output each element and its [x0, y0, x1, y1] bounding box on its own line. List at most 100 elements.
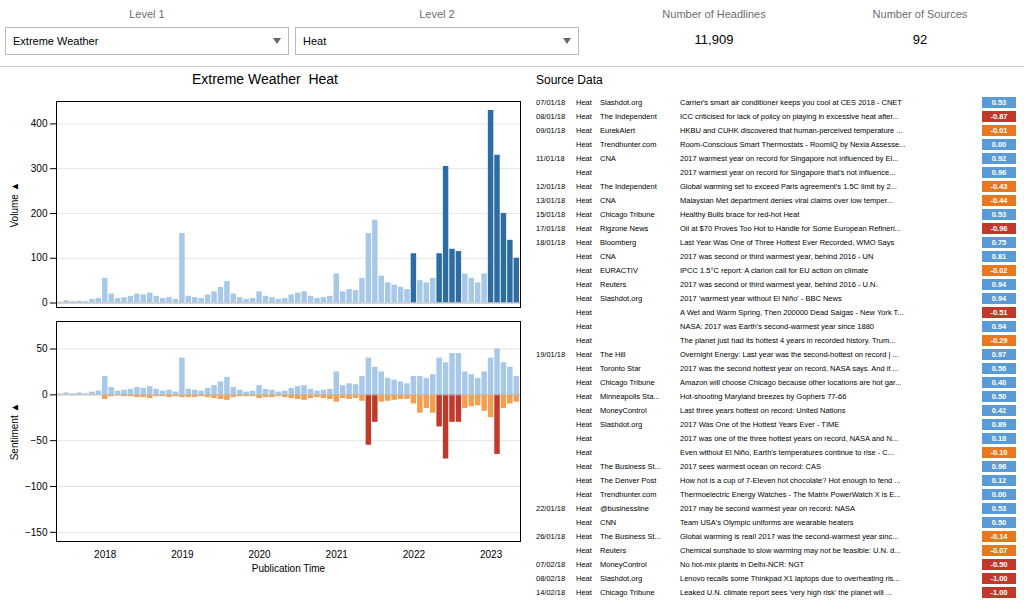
html-text:Number of Sources: Number of Sources: [872, 8, 968, 20]
svg-text:−100: −100: [25, 481, 48, 492]
svg-text:400: 400: [31, 118, 48, 129]
html-text:The Independent: The Independent: [600, 111, 657, 121]
html-text:HKBU and CUHK discovered that: HKBU and CUHK discovered that human-perc…: [680, 125, 903, 135]
html-text:0.75: 0.75: [991, 237, 1007, 247]
html-text:-0.43: -0.43: [990, 181, 1008, 191]
html-text:Malaysian Met department denie: Malaysian Met department denies viral cl…: [680, 195, 893, 205]
html-text:Heat: Heat: [576, 181, 592, 191]
html-text:13/01/18: 13/01/18: [536, 195, 566, 205]
svg-text:2021: 2021: [326, 549, 349, 560]
html-text:Heat: Heat: [576, 265, 592, 275]
svg-text:50: 50: [36, 343, 48, 354]
html-text:12/01/18: 12/01/18: [536, 181, 566, 191]
html-text:0.94: 0.94: [991, 293, 1007, 303]
html-text:CNA: CNA: [600, 153, 616, 163]
html-text:09/01/18: 09/01/18: [536, 125, 566, 135]
html-text:Chicago Tribune: Chicago Tribune: [600, 209, 655, 219]
html-text:Heat: Heat: [576, 97, 592, 107]
html-text:08/01/18: 08/01/18: [536, 111, 566, 121]
html-text:0.94: 0.94: [991, 279, 1007, 289]
html-text:Heat: Heat: [576, 195, 592, 205]
html-text:Level 2: Level 2: [419, 8, 455, 20]
html-text:15/01/18: 15/01/18: [536, 209, 566, 219]
svg-text:2020: 2020: [248, 549, 271, 560]
html-text:0.96: 0.96: [991, 167, 1007, 177]
html-text:Oil at $70 Proves Too Hot to H: Oil at $70 Proves Too Hot to Handle for …: [680, 223, 901, 233]
html-text:Reuters: Reuters: [600, 279, 627, 289]
html-text:18/01/18: 18/01/18: [536, 237, 566, 247]
svg-text:0: 0: [42, 389, 48, 400]
html-text:2017 warmest year on record fo: 2017 warmest year on record for Singapor…: [680, 153, 899, 163]
html-text:11/01/18: 11/01/18: [536, 153, 565, 163]
html-text:-0.02: -0.02: [990, 265, 1008, 275]
html-text:2017 was second or third warme: 2017 was second or third warmest year, b…: [680, 279, 878, 289]
svg-text:−50: −50: [31, 435, 48, 446]
html-text:-0.01: -0.01: [990, 125, 1008, 135]
html-text:92: 92: [912, 32, 928, 47]
html-text:07/01/18: 07/01/18: [536, 97, 566, 107]
html-text:Trendhunter.com: Trendhunter.com: [600, 139, 657, 149]
html-text:Heat: Heat: [576, 139, 592, 149]
html-text:-0.51: -0.51: [990, 307, 1008, 317]
html-text:EurekAlert: EurekAlert: [600, 125, 635, 135]
html-text:Extreme Weather Heat: Extreme Weather Heat: [192, 71, 338, 87]
html-text:11,909: 11,909: [694, 32, 734, 47]
svg-text:Publication Time: Publication Time: [252, 563, 326, 574]
html-text:Heat: Heat: [576, 307, 592, 317]
html-text:Room-Conscious Smart Thermosta: Room-Conscious Smart Thermostats - RoomI…: [680, 139, 906, 149]
html-text:Heat: Heat: [576, 209, 592, 219]
html-text:Level 1: Level 1: [129, 8, 165, 20]
html-text:Source Data: Source Data: [536, 73, 603, 87]
svg-text:2023: 2023: [480, 549, 503, 560]
svg-text:100: 100: [31, 252, 48, 263]
html-text:-0.44: -0.44: [990, 195, 1008, 205]
html-text:2017 warmest year on record fo: 2017 warmest year on record for Singapor…: [680, 167, 896, 177]
html-text:Heat: Heat: [576, 125, 592, 135]
html-text:0.92: 0.92: [991, 153, 1007, 163]
html-text:Heat: Heat: [576, 251, 592, 261]
html-text:Heat: Heat: [576, 153, 592, 163]
html-text:ICC criticised for lack of pol: ICC criticised for lack of policy on pla…: [680, 111, 899, 121]
html-text:Heat: Heat: [576, 293, 592, 303]
html-text:0.53: 0.53: [991, 97, 1007, 107]
svg-text:−150: −150: [25, 527, 48, 538]
html-text:Slashdot.org: Slashdot.org: [600, 97, 643, 107]
svg-text:2019: 2019: [171, 549, 194, 560]
html-text:Heat: Heat: [576, 223, 592, 233]
svg-text:Sentiment ▲: Sentiment ▲: [9, 403, 20, 461]
html-text:Bloomberg: Bloomberg: [600, 237, 637, 247]
html-text:Heat: Heat: [303, 35, 327, 47]
html-text:2017 was second or third warme: 2017 was second or third warmest year, b…: [680, 251, 874, 261]
html-text:EURACTIV: EURACTIV: [600, 265, 638, 275]
html-text:-0.96: -0.96: [990, 223, 1008, 233]
html-text:A Wet and Warm Spring, Then 20: A Wet and Warm Spring, Then 200000 Dead …: [680, 307, 904, 317]
svg-text:200: 200: [31, 208, 48, 219]
html-text:Number of Headlines: Number of Headlines: [662, 8, 766, 20]
html-text:0.81: 0.81: [991, 251, 1007, 261]
html-text:0.53: 0.53: [991, 209, 1007, 219]
html-text:Heat: Heat: [576, 167, 592, 177]
svg-text:300: 300: [31, 163, 48, 174]
html-text:Slashdot.org: Slashdot.org: [600, 293, 643, 303]
html-text:17/01/18: 17/01/18: [536, 223, 566, 233]
html-text:Last Year Was One of Three Hot: Last Year Was One of Three Hottest Ever …: [680, 237, 895, 247]
html-text:Global warming set to exceed P: Global warming set to exceed Paris agree…: [680, 181, 897, 191]
html-text:Extreme Weather: Extreme Weather: [13, 35, 99, 47]
svg-text:2018: 2018: [94, 549, 117, 560]
html-text:Heat: Heat: [576, 279, 592, 289]
html-text:Heat: Heat: [576, 111, 592, 121]
html-text:IPCC 1.5°C report: A clarion c: IPCC 1.5°C report: A clarion call for EU…: [680, 265, 869, 275]
html-text:Rigzone News: Rigzone News: [600, 223, 649, 233]
html-text:Carrier's smart air conditione: Carrier's smart air conditioner keeps yo…: [680, 97, 902, 107]
html-text:The Independent: The Independent: [600, 181, 657, 191]
svg-text:2022: 2022: [403, 549, 426, 560]
html-text:0.00: 0.00: [991, 139, 1007, 149]
svg-text:Volume ▲: Volume ▲: [9, 181, 20, 227]
html-text:2017 'warmest year without El: 2017 'warmest year without El Niño' - BB…: [680, 293, 842, 303]
html-text:CNA: CNA: [600, 251, 616, 261]
html-text:CNA: CNA: [600, 195, 616, 205]
html-text:-0.87: -0.87: [990, 111, 1008, 121]
html-text:Heat: Heat: [576, 237, 592, 247]
html-text:Healthy Bulls brace for red-ho: Healthy Bulls brace for red-hot Heat: [680, 209, 800, 219]
svg-text:0: 0: [42, 297, 48, 308]
